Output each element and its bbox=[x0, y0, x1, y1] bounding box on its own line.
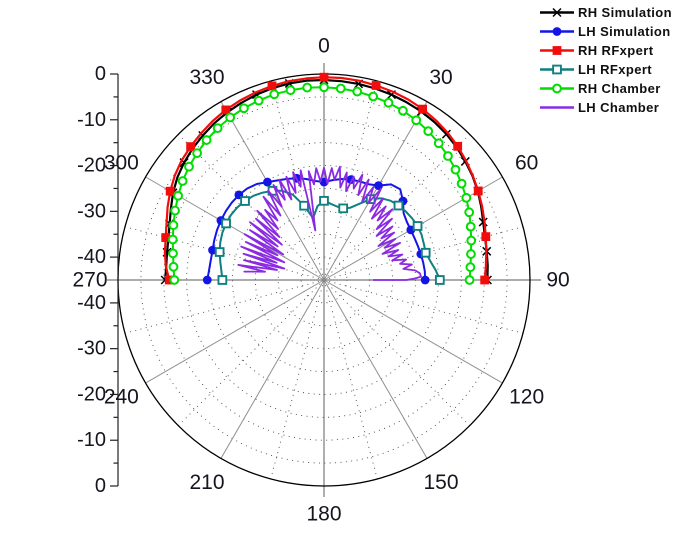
radial-tick-label: -30 bbox=[77, 200, 106, 222]
legend-label: LH Simulation bbox=[577, 24, 671, 39]
angle-label-300: 300 bbox=[104, 152, 139, 175]
legend-item-lh-simulation: LH Simulation bbox=[539, 22, 672, 41]
legend-item-rh-rfxpert: RH RFxpert bbox=[539, 41, 672, 60]
legend-item-rh-simulation: RH Simulation bbox=[539, 3, 672, 22]
legend-item-lh-rfxpert: LH RFxpert bbox=[539, 60, 672, 79]
angle-label-330: 330 bbox=[189, 66, 224, 89]
legend-marker-rh-chamber bbox=[539, 83, 574, 94]
radial-tick-label: -10 bbox=[77, 109, 106, 131]
series-rh-chamber bbox=[167, 82, 477, 285]
radial-tick-label: -10 bbox=[77, 429, 106, 451]
legend-label: RH Simulation bbox=[577, 5, 672, 20]
angle-label-0: 0 bbox=[318, 35, 330, 58]
angle-label-60: 60 bbox=[515, 152, 538, 175]
legend-label: RH Chamber bbox=[577, 81, 661, 96]
legend-label: LH RFxpert bbox=[577, 62, 653, 77]
angle-label-150: 150 bbox=[423, 471, 458, 494]
radial-tick-label: -40 bbox=[77, 292, 106, 314]
radial-tick-label: -20 bbox=[77, 383, 106, 405]
series-rh-rfxpert bbox=[161, 72, 491, 285]
legend-marker-rh-rfxpert bbox=[539, 46, 574, 55]
legend-marker-rh-simulation bbox=[539, 7, 574, 18]
radial-tick-label: -20 bbox=[77, 155, 106, 177]
radial-tick-label: -30 bbox=[77, 338, 106, 360]
chart-legend: RH Simulation LH Simulation RH RFxpert LH R… bbox=[539, 3, 672, 117]
radial-tick-label: -40 bbox=[77, 246, 106, 268]
angle-label-90: 90 bbox=[546, 269, 569, 292]
angle-labels: 0 30 60 90 120 150 180 210 240 270 300 330 bbox=[72, 35, 569, 526]
legend-item-rh-chamber: RH Chamber bbox=[539, 79, 672, 98]
legend-marker-lh-rfxpert bbox=[539, 64, 574, 75]
angle-label-120: 120 bbox=[509, 386, 544, 409]
radial-tick-label: 0 bbox=[95, 475, 106, 497]
polar-grid bbox=[107, 63, 541, 497]
radial-tick-label: 0 bbox=[95, 63, 106, 85]
series-lh-chamber bbox=[237, 165, 422, 281]
angle-label-180: 180 bbox=[306, 503, 341, 526]
angle-label-240: 240 bbox=[104, 386, 139, 409]
angle-label-30: 30 bbox=[429, 66, 452, 89]
legend-label: LH Chamber bbox=[577, 100, 660, 115]
legend-item-lh-chamber: LH Chamber bbox=[539, 98, 672, 117]
radial-axis: 0 0 -10 -10 -20 -20 -30 -30 -40 -40 bbox=[77, 63, 119, 497]
legend-marker-lh-chamber bbox=[539, 106, 574, 109]
legend-marker-lh-simulation bbox=[539, 27, 574, 36]
angle-label-270: 270 bbox=[72, 269, 107, 292]
angle-label-210: 210 bbox=[189, 471, 224, 494]
legend-label: RH RFxpert bbox=[577, 43, 654, 58]
